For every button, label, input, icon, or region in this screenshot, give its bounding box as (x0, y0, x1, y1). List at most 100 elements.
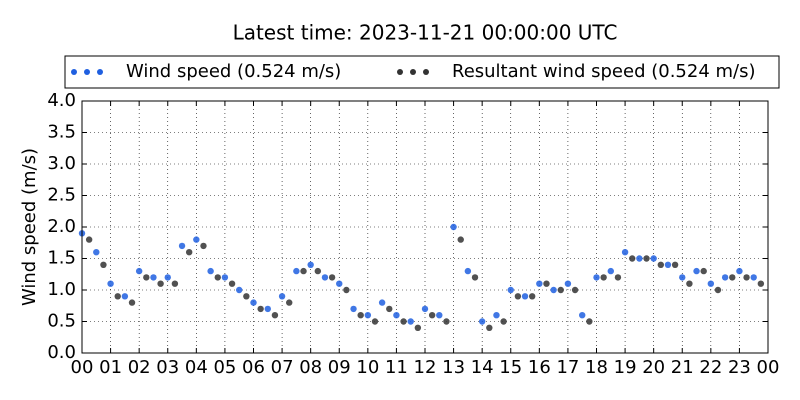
x-tick-label: 13 (442, 357, 465, 378)
point (564, 280, 572, 287)
point (200, 242, 207, 250)
x-tick-label: 09 (328, 357, 351, 378)
point (321, 274, 329, 281)
y-tick-label: 1.0 (47, 279, 76, 300)
point (579, 312, 586, 319)
point (621, 249, 629, 256)
point (721, 274, 729, 281)
point (314, 267, 322, 275)
point (228, 280, 236, 287)
point (607, 267, 614, 275)
point (164, 274, 171, 281)
point (207, 267, 214, 275)
y-tick-label: 1.5 (47, 248, 76, 269)
point (714, 286, 722, 294)
point (514, 293, 522, 300)
x-tick-label: 22 (699, 357, 722, 378)
point (664, 261, 672, 268)
x-tick-label: 00 (71, 357, 94, 378)
point (143, 274, 150, 281)
point (157, 280, 164, 287)
point (193, 236, 200, 243)
point (307, 261, 314, 268)
point (679, 274, 686, 281)
point (357, 312, 364, 319)
x-tick-label: 08 (299, 357, 322, 378)
x-tick-label: 14 (471, 357, 494, 378)
legend-marker (410, 69, 416, 75)
plot-frame (81, 100, 769, 354)
x-tick-label: 02 (128, 357, 151, 378)
point (493, 312, 500, 319)
point (636, 255, 643, 262)
point (643, 255, 650, 262)
legend-marker (397, 69, 403, 75)
y-tick-label: 0.0 (47, 342, 76, 363)
point (471, 274, 479, 281)
point (629, 255, 636, 262)
point (150, 274, 157, 281)
point (686, 280, 693, 287)
point (264, 305, 271, 313)
point (650, 255, 657, 262)
point (100, 261, 107, 268)
x-tick-label: 01 (99, 357, 122, 378)
x-tick-label: 00 (757, 357, 780, 378)
point (743, 274, 750, 281)
point (707, 280, 715, 287)
point (729, 274, 736, 281)
point (450, 223, 457, 231)
point (543, 280, 550, 287)
x-tick-label: 07 (271, 357, 294, 378)
x-tick-label: 17 (556, 357, 579, 378)
point (371, 318, 379, 325)
x-tick-label: 19 (614, 357, 637, 378)
point (593, 274, 600, 281)
point (386, 305, 393, 313)
x-tick-label: 10 (356, 357, 379, 378)
point (364, 312, 372, 319)
point (557, 286, 564, 294)
point (550, 286, 557, 294)
point (671, 261, 679, 268)
point (486, 324, 493, 331)
y-tick-label: 2.0 (47, 216, 76, 237)
y-tick-label: 0.5 (47, 311, 76, 332)
point (257, 305, 264, 313)
point (393, 312, 400, 319)
point (114, 293, 121, 300)
y-axis-label: Wind speed (m/s) (19, 148, 40, 306)
point (185, 249, 193, 256)
x-tick-label: 23 (728, 357, 751, 378)
x-tick-label: 21 (671, 357, 694, 378)
point (528, 293, 536, 300)
x-tick-label: 03 (156, 357, 179, 378)
point (400, 318, 407, 325)
point (478, 318, 486, 325)
x-tick-label: 16 (528, 357, 551, 378)
point (271, 312, 279, 319)
point (128, 299, 136, 306)
point (350, 305, 357, 313)
point (407, 318, 414, 325)
chart-title: Latest time: 2023-11-21 00:00:00 UTC (233, 21, 618, 45)
point (250, 299, 257, 306)
y-tick-label: 3.5 (47, 122, 76, 143)
point (221, 274, 229, 281)
y-tick-label: 4.0 (47, 90, 76, 111)
point (586, 318, 593, 325)
point (464, 267, 472, 275)
point (293, 267, 300, 275)
point (107, 280, 114, 287)
legend-label: Wind speed (0.524 m/s) (126, 61, 341, 82)
x-tick-label: 18 (585, 357, 608, 378)
point (85, 236, 93, 243)
point (457, 236, 464, 243)
point (421, 305, 429, 313)
legend-marker (97, 69, 103, 75)
x-tick-label: 15 (499, 357, 522, 378)
x-tick-label: 05 (213, 357, 236, 378)
point (278, 293, 286, 300)
point (757, 280, 765, 287)
